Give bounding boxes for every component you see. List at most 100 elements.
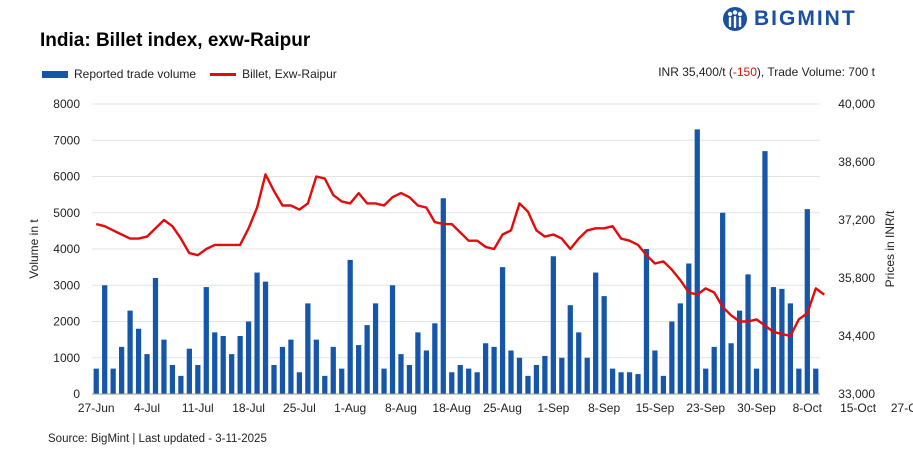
x-tick-label: 8-Aug: [385, 401, 417, 415]
volume-bar: [119, 346, 125, 394]
y2-tick-label: 35,800: [838, 271, 875, 285]
volume-bar: [516, 357, 523, 394]
x-tick-label: 11-Jul: [182, 401, 214, 415]
volume-bar: [567, 305, 573, 394]
volume-bar: [626, 372, 633, 394]
volume-bar: [550, 256, 556, 394]
volume-bar: [796, 368, 802, 394]
y-tick-label: 2000: [53, 315, 80, 329]
x-tick-label: 30-Sep: [737, 401, 776, 415]
volume-bar: [669, 321, 675, 394]
y2-axis-label: Prices in INR/t: [883, 210, 897, 287]
volume-bar: [296, 372, 303, 394]
brand-name: BIGMINT: [754, 7, 857, 30]
left-axis: 0 1000 2000 3000 4000 5000 6000 7000 8000: [53, 97, 80, 401]
y2-tick-label: 40,000: [838, 97, 875, 111]
price-summary: INR 35,400/t (-150), Trade Volume: 700 t: [658, 65, 875, 79]
volume-bar: [229, 354, 235, 394]
volume-bar: [779, 288, 785, 394]
volume-bar: [93, 368, 99, 394]
volume-bar: [381, 368, 387, 394]
volume-bar: [711, 346, 717, 394]
volume-bar: [720, 212, 726, 394]
x-tick-label: 8-Sep: [588, 401, 620, 415]
volume-bar: [339, 368, 345, 394]
volume-bar: [102, 285, 108, 394]
volume-bar: [499, 267, 506, 394]
volume-bar: [576, 332, 582, 394]
volume-bar: [406, 365, 413, 394]
x-tick-label: 25-Aug: [483, 401, 522, 415]
chart-title: India: Billet index, exw-Raipur: [40, 30, 311, 51]
volume-bar: [770, 287, 777, 394]
volume-bar: [491, 346, 497, 394]
price-series-line: [95, 173, 825, 338]
volume-bar: [313, 339, 319, 394]
y-tick-label: 7000: [53, 133, 80, 147]
volume-bar: [601, 296, 607, 394]
y2-tick-label: 38,600: [838, 155, 875, 169]
summary-suffix: ), Trade Volume: 700 t: [756, 65, 875, 79]
volume-bar: [804, 209, 810, 394]
volume-bar: [466, 368, 472, 394]
volume-bar: [525, 375, 531, 394]
volume-bar: [254, 272, 260, 394]
gridlines: [92, 103, 820, 359]
volume-bar: [813, 368, 819, 394]
x-tick-label: 18-Aug: [432, 401, 471, 415]
volume-bar: [169, 365, 176, 394]
x-tick-label: 1-Aug: [334, 401, 366, 415]
x-tick-label: 1-Sep: [537, 401, 569, 415]
volume-bar: [262, 281, 269, 394]
volume-bar: [533, 365, 540, 394]
volume-bar: [703, 368, 709, 394]
x-tick-label: 8-Oct: [793, 401, 823, 415]
right-axis: 33,000 34,400 35,800 37,200 38,600 40,000: [838, 97, 875, 401]
volume-bar: [389, 285, 396, 394]
volume-bar: [643, 249, 650, 394]
y-tick-label: 0: [73, 387, 80, 401]
volume-bar: [135, 328, 142, 394]
volume-bar: [677, 303, 683, 394]
volume-bar: [609, 368, 616, 394]
x-tick-label: 23-Sep: [686, 401, 725, 415]
volume-bar: [508, 350, 514, 394]
volume-bars: [93, 129, 819, 394]
volume-bar: [415, 332, 421, 394]
x-axis: 27-Jun 4-Jul 11-Jul 18-Jul 25-Jul 1-Aug 8-Aug 1…: [78, 393, 913, 415]
volume-bar: [660, 375, 667, 394]
volume-bar: [161, 339, 167, 394]
x-tick-label: 4-Jul: [134, 401, 160, 415]
summary-change: -150: [732, 65, 757, 79]
volume-bar: [356, 345, 362, 394]
volume-bar: [618, 372, 624, 394]
y-tick-label: 5000: [53, 206, 80, 220]
y2-tick-label: 34,400: [838, 329, 875, 343]
x-tick-label: 15-Oct: [840, 401, 877, 415]
volume-bar: [753, 368, 760, 394]
y2-tick-label: 37,200: [838, 213, 875, 227]
volume-bar: [483, 343, 489, 394]
volume-bar: [288, 339, 294, 394]
x-tick-label: 27-Jun: [78, 401, 115, 415]
y-axis-label: Volume in t: [27, 219, 41, 279]
volume-bar: [423, 350, 429, 394]
x-tick-label: 27-Oct: [891, 401, 913, 415]
y-tick-label: 3000: [53, 278, 80, 292]
volume-bar: [652, 350, 658, 394]
volume-bar: [195, 365, 201, 394]
y-tick-label: 6000: [53, 170, 80, 184]
volume-bar: [432, 323, 438, 394]
legend-swatch-volume: [42, 70, 68, 78]
volume-bar: [245, 321, 252, 394]
volume-bar: [330, 346, 336, 394]
volume-bar: [178, 375, 184, 394]
volume-bar: [203, 287, 209, 394]
volume-bar: [186, 348, 192, 394]
volume-bar: [305, 303, 311, 394]
y-tick-label: 4000: [53, 242, 80, 256]
volume-bar: [110, 368, 116, 394]
x-tick-label: 15-Sep: [636, 401, 675, 415]
volume-bar: [152, 278, 159, 394]
